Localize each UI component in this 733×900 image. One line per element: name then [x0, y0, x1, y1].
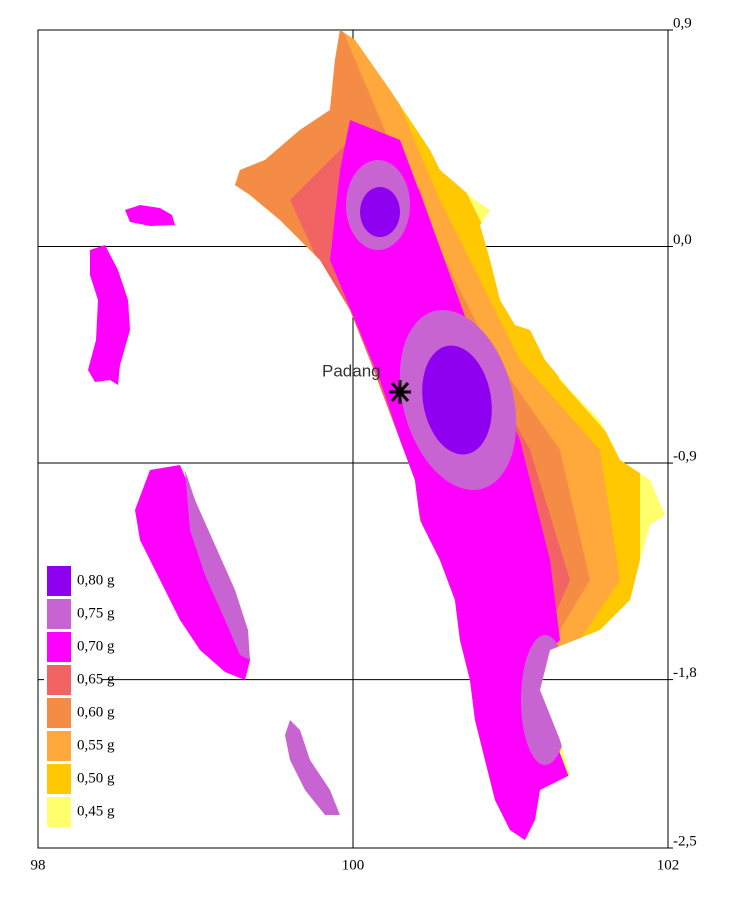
legend-swatch: [47, 632, 71, 662]
legend-label: 0,70 g: [77, 638, 115, 654]
x-tick-label: 98: [31, 857, 46, 873]
contour-region: [330, 120, 570, 840]
legend-entries: 0,80 g 0,75 g 0,70 g 0,65 g 0,60 g 0,55 g 0,50…: [47, 566, 115, 827]
legend-label: 0,80 g: [77, 572, 115, 588]
y-tick-label: 0,0: [673, 232, 692, 248]
city-label: Padang: [322, 361, 381, 380]
legend-swatch: [47, 566, 71, 596]
x-tick-label: 100: [342, 857, 365, 873]
y-tick-label: -2,5: [673, 833, 697, 849]
island: [285, 720, 340, 815]
contour-region: [360, 187, 400, 237]
legend-label: 0,50 g: [77, 770, 115, 786]
legend-swatch: [47, 599, 71, 629]
island: [125, 205, 175, 226]
grid: [37, 29, 669, 849]
legend-label: 0,75 g: [77, 605, 115, 621]
contour-region: [422, 345, 492, 455]
y-tick-label: -0,9: [673, 448, 697, 464]
city-marker: [389, 380, 411, 404]
legend-swatch: [47, 797, 71, 827]
y-tick-label: 0,9: [673, 15, 692, 31]
legend-label: 0,60 g: [77, 704, 115, 720]
y-tick-label: -1,8: [673, 665, 697, 681]
island: [135, 465, 250, 680]
legend-label: 0,55 g: [77, 737, 115, 753]
legend-label: 0,65 g: [77, 671, 115, 687]
legend-swatch: [47, 764, 71, 794]
legend-swatch: [47, 698, 71, 728]
x-tick-label: 102: [657, 857, 680, 873]
island: [185, 470, 250, 660]
island: [88, 245, 130, 385]
legend-swatch: [47, 731, 71, 761]
legend-label: 0,45 g: [77, 803, 115, 819]
legend-swatch: [47, 665, 71, 695]
